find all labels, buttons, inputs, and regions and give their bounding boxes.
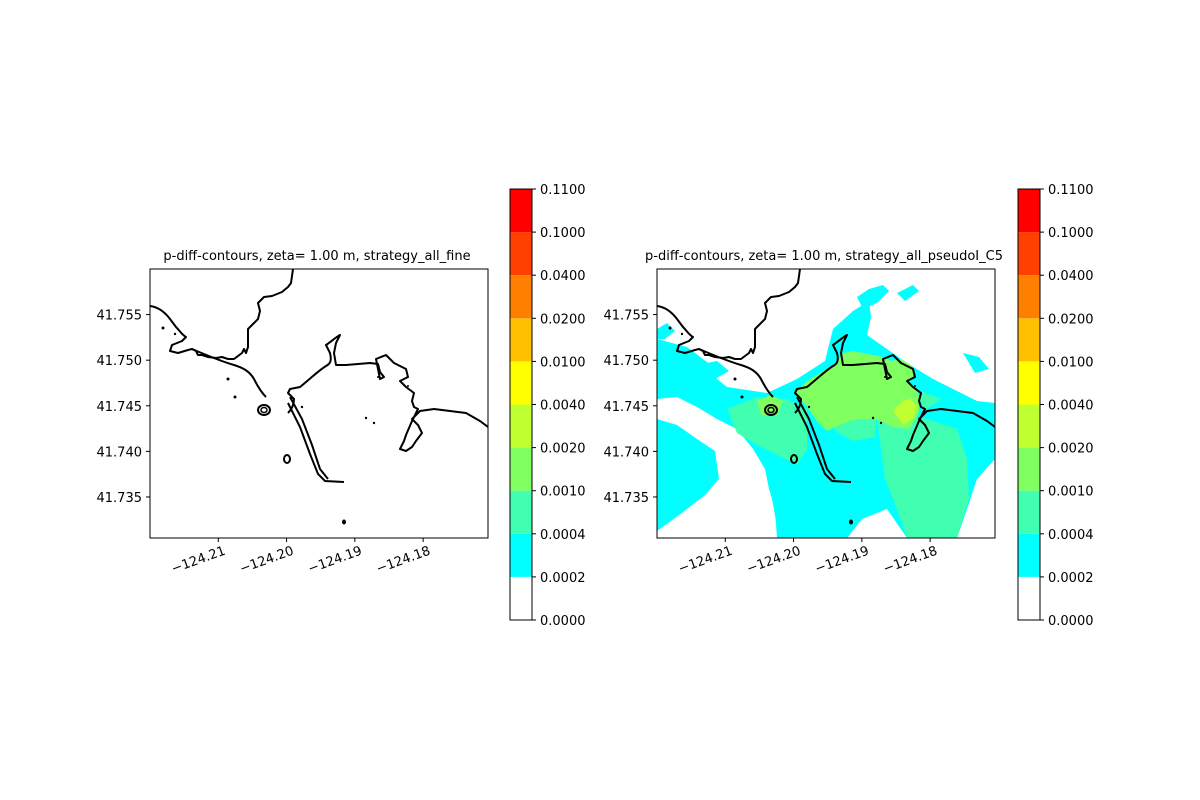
x-tick-label: −124.21	[170, 544, 228, 577]
colorbar-segment	[1018, 404, 1040, 448]
colorbar-tick-label: 0.1000	[540, 226, 586, 241]
colorbar-segment	[1018, 576, 1040, 620]
y-tick-label: 41.735	[604, 491, 650, 506]
right-colorbar: 0.0000 0.0002 0.0004 0.0010 0.0020 0.0040 0.01…	[1017, 183, 1094, 629]
right-x-axis: −124.21 −124.20 −124.19 −124.18	[677, 538, 939, 577]
colorbar-tick-label: 0.0100	[540, 355, 586, 370]
y-tick-label: 41.745	[97, 400, 143, 415]
colorbar-segment	[510, 318, 532, 362]
colorbar-tick-label: 0.0010	[540, 485, 586, 500]
x-tick-label: −124.19	[813, 544, 871, 577]
colorbar-segment	[510, 576, 532, 620]
colorbar-segment	[1018, 533, 1040, 577]
colorbar-tick-label: 0.1100	[540, 183, 586, 198]
colorbar-segment	[510, 533, 532, 577]
y-tick-label: 41.750	[604, 354, 650, 369]
right-axes-frame	[656, 268, 996, 539]
x-tick-label: −124.20	[238, 544, 296, 577]
colorbar-tick-label: 0.1100	[1048, 183, 1094, 198]
colorbar-segment	[1018, 318, 1040, 362]
colorbar-tick-label: 0.0200	[1048, 312, 1094, 327]
left-colorbar: 0.0000 0.0002 0.0004 0.0010 0.0020 0.0040 0.01…	[509, 183, 586, 629]
colorbar-tick-label: 0.0004	[540, 528, 586, 543]
colorbar-tick-label: 0.0010	[1048, 485, 1094, 500]
colorbar-segment	[510, 232, 532, 276]
left-plot-area	[150, 269, 488, 538]
x-tick-label: −124.19	[306, 544, 364, 577]
colorbar-segment	[510, 361, 532, 405]
left-panel: p-diff-contours, zeta= 1.00 m, strategy_…	[97, 249, 489, 577]
x-tick-label: −124.20	[745, 544, 803, 577]
right-chart-title: p-diff-contours, zeta= 1.00 m, strategy_…	[645, 249, 1003, 264]
colorbar-segment	[510, 404, 532, 448]
colorbar-segment	[1018, 275, 1040, 319]
colorbar-tick-label: 0.0002	[540, 571, 586, 586]
colorbar-segment	[1018, 490, 1040, 534]
colorbar-tick-label: 0.0000	[1048, 614, 1094, 629]
colorbar-segment	[510, 490, 532, 534]
y-tick-label: 41.740	[97, 445, 143, 460]
colorbar-tick-label: 0.0004	[1048, 528, 1094, 543]
left-x-axis: −124.21 −124.20 −124.19 −124.18	[170, 538, 432, 577]
x-tick-label: −124.18	[374, 544, 432, 577]
right-y-axis: 41.735 41.740 41.745 41.750 41.755	[604, 309, 657, 506]
colorbar-tick-label: 0.0020	[540, 442, 586, 457]
left-y-axis: 41.735 41.740 41.745 41.750 41.755	[97, 309, 150, 506]
left-axes-frame	[149, 268, 489, 539]
colorbar-tick-label: 0.0040	[1048, 399, 1094, 414]
colorbar-tick-label: 0.0400	[1048, 269, 1094, 284]
y-tick-label: 41.750	[97, 354, 143, 369]
colorbar-tick-label: 0.0020	[1048, 442, 1094, 457]
colorbar-tick-label: 0.0100	[1048, 355, 1094, 370]
colorbar-tick-label: 0.0200	[540, 312, 586, 327]
colorbar-tick-label: 0.1000	[1048, 226, 1094, 241]
colorbar-tick-label: 0.0400	[540, 269, 586, 284]
colorbar-segment	[510, 447, 532, 491]
colorbar-segment	[1018, 447, 1040, 491]
y-tick-label: 41.740	[604, 445, 650, 460]
colorbar-segment	[1018, 232, 1040, 276]
y-tick-label: 41.745	[604, 400, 650, 415]
y-tick-label: 41.735	[97, 491, 143, 506]
y-tick-label: 41.755	[604, 309, 650, 324]
colorbar-tick-label: 0.0040	[540, 399, 586, 414]
right-filled-contours	[657, 269, 995, 538]
y-tick-label: 41.755	[97, 309, 143, 324]
colorbar-segment	[1018, 361, 1040, 405]
x-tick-label: −124.21	[677, 544, 735, 577]
right-panel: p-diff-contours, zeta= 1.00 m, strategy_…	[604, 249, 1003, 577]
left-chart-title: p-diff-contours, zeta= 1.00 m, strategy_…	[163, 249, 470, 264]
contour-level-0.0020	[893, 399, 917, 425]
colorbar-tick-label: 0.0000	[540, 614, 586, 629]
colorbar-segment	[510, 189, 532, 233]
colorbar-tick-label: 0.0002	[1048, 571, 1094, 586]
colorbar-segment	[1018, 189, 1040, 233]
x-tick-label: −124.18	[881, 544, 939, 577]
colorbar-segment	[510, 275, 532, 319]
